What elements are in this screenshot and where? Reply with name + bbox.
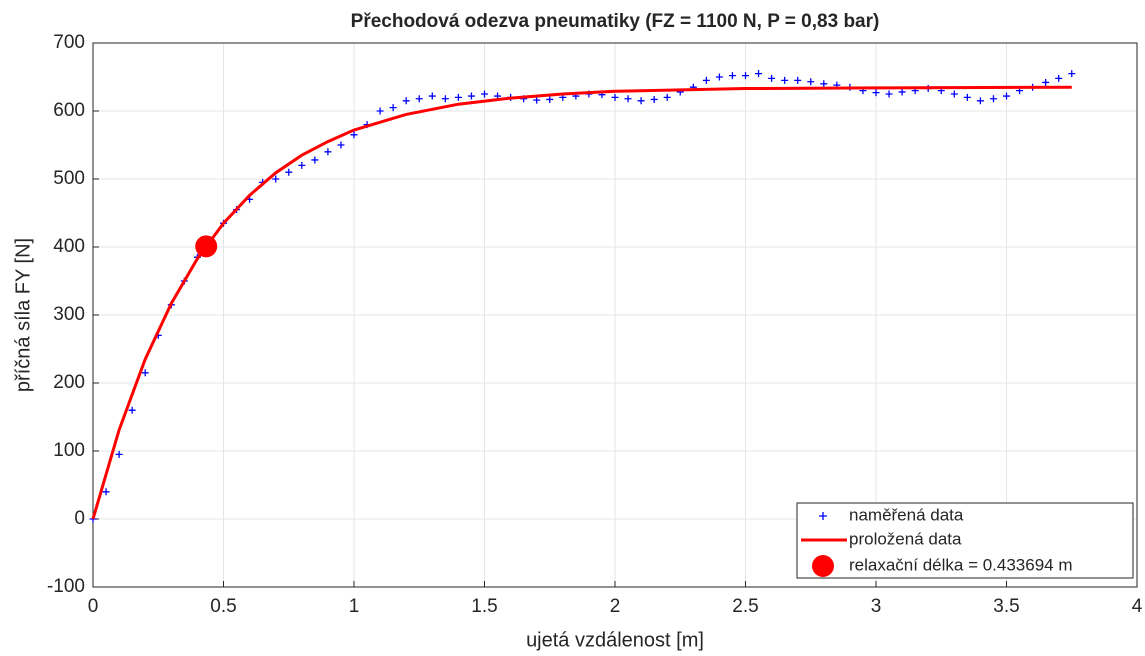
data-point bbox=[324, 148, 332, 156]
x-tick-label: 0.5 bbox=[210, 596, 236, 617]
data-point bbox=[285, 168, 293, 176]
data-point bbox=[728, 72, 736, 80]
data-point bbox=[389, 104, 397, 112]
legend-symbol bbox=[812, 555, 834, 577]
y-tick-label: 400 bbox=[53, 236, 85, 257]
y-tick-label: 500 bbox=[53, 168, 85, 189]
data-point bbox=[1003, 92, 1010, 100]
data-point bbox=[885, 90, 893, 98]
y-tick-label: -100 bbox=[47, 576, 85, 597]
data-point bbox=[102, 488, 110, 496]
data-point bbox=[1042, 78, 1050, 86]
data-point bbox=[415, 95, 423, 103]
x-tick-label: 1.5 bbox=[471, 596, 497, 617]
legend-label: proložená data bbox=[849, 529, 962, 548]
marker-point bbox=[195, 235, 218, 258]
fit-line bbox=[91, 85, 1072, 520]
data-point bbox=[976, 97, 984, 105]
data-point bbox=[950, 90, 958, 98]
data-point bbox=[624, 95, 632, 103]
data-point bbox=[376, 107, 384, 115]
legend-label: naměřená data bbox=[849, 505, 964, 524]
data-point bbox=[807, 78, 815, 86]
data-point bbox=[820, 80, 828, 88]
data-point bbox=[702, 76, 710, 84]
legend-label: relaxační délka = 0.433694 m bbox=[849, 555, 1073, 574]
y-tick-label: 700 bbox=[53, 32, 85, 53]
x-tick-label: 3.5 bbox=[993, 596, 1019, 617]
data-point bbox=[311, 156, 319, 164]
data-point bbox=[428, 92, 436, 100]
x-tick-label: 2.5 bbox=[732, 596, 758, 617]
y-tick-label: 200 bbox=[53, 372, 85, 393]
data-point bbox=[989, 95, 997, 103]
data-point bbox=[337, 141, 345, 149]
y-tick-label: 600 bbox=[53, 100, 85, 121]
data-point bbox=[898, 88, 906, 96]
x-axis-label: ujetá vzdálenost [m] bbox=[526, 629, 704, 651]
data-point bbox=[650, 95, 658, 103]
data-point bbox=[441, 95, 449, 103]
data-point bbox=[1068, 70, 1076, 78]
data-point bbox=[963, 93, 971, 101]
y-axis-label: příčná síla FY [N] bbox=[12, 238, 34, 392]
data-point bbox=[872, 89, 880, 97]
data-point bbox=[794, 76, 802, 84]
data-point bbox=[128, 406, 136, 414]
y-tick-label: 0 bbox=[74, 508, 85, 529]
y-tick-label: 300 bbox=[53, 304, 85, 325]
legend-box bbox=[796, 502, 1134, 579]
x-tick-label: 3 bbox=[871, 596, 882, 617]
data-point bbox=[546, 95, 554, 103]
x-tick-label: 4 bbox=[1132, 596, 1143, 617]
data-point bbox=[141, 369, 149, 377]
x-tick-label: 1 bbox=[349, 596, 360, 617]
data-point bbox=[742, 72, 749, 80]
data-point bbox=[781, 76, 789, 84]
x-tick-label: 2 bbox=[610, 596, 621, 617]
data-point bbox=[272, 175, 280, 183]
data-point bbox=[402, 97, 410, 105]
data-point bbox=[755, 70, 763, 78]
data-point bbox=[467, 92, 475, 100]
data-point bbox=[115, 450, 123, 458]
data-point bbox=[768, 74, 776, 82]
data-point bbox=[1055, 74, 1063, 82]
x-tick-label: 0 bbox=[88, 596, 99, 617]
data-point bbox=[663, 93, 671, 101]
data-point bbox=[298, 161, 306, 169]
data-point bbox=[481, 90, 488, 98]
data-point bbox=[454, 93, 462, 101]
data-point bbox=[533, 96, 541, 104]
data-point bbox=[715, 73, 723, 81]
data-point bbox=[637, 97, 645, 105]
plot-frame bbox=[92, 42, 1138, 588]
data-point bbox=[350, 131, 358, 139]
chart-title: Přechodová odezva pneumatiky (FZ = 1100 … bbox=[351, 11, 880, 32]
y-tick-label: 100 bbox=[53, 440, 85, 461]
data-point bbox=[611, 93, 619, 101]
legend-symbol bbox=[819, 512, 827, 520]
